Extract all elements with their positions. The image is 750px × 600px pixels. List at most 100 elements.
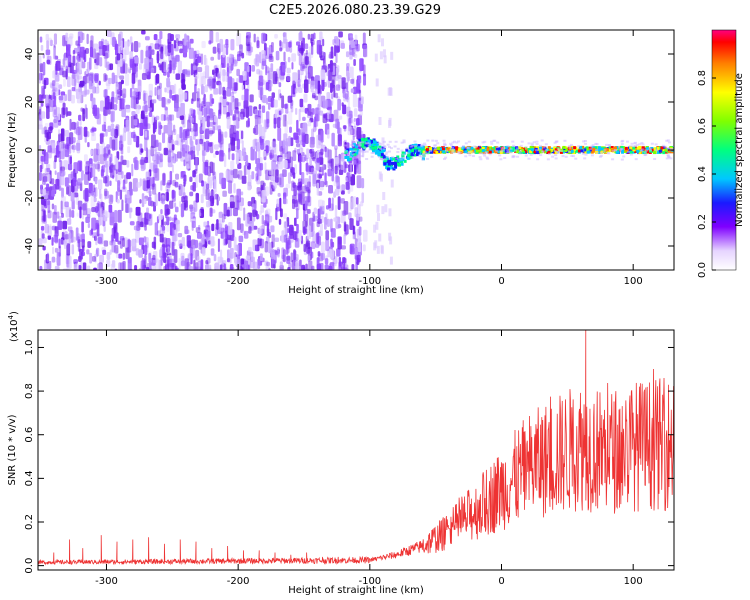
spectrogram-noise-cell bbox=[350, 174, 355, 186]
spectrogram-noise-cell bbox=[112, 36, 116, 47]
spectrogram-noise-cell bbox=[62, 57, 68, 70]
spectrogram-noise-cell bbox=[294, 164, 298, 175]
spectrogram-noise-cell bbox=[252, 261, 258, 270]
spectrogram-noise-cell bbox=[218, 219, 222, 228]
spectrogram-halo-cell bbox=[378, 147, 382, 150]
spectrogram-noise-cell bbox=[85, 73, 90, 84]
spectrogram-noise-cell bbox=[115, 158, 119, 170]
spectrogram-signal-cell bbox=[413, 153, 417, 157]
spectrogram-signal-cell bbox=[360, 137, 364, 141]
spectrogram-halo-cell bbox=[486, 157, 490, 160]
spectrogram-halo-cell bbox=[648, 149, 652, 152]
spectrogram-noise-cell bbox=[142, 116, 148, 130]
spectrogram-noise-cell bbox=[184, 229, 190, 234]
spectrogram-noise-cell bbox=[256, 40, 260, 49]
spectrogram-noise-cell bbox=[315, 107, 320, 122]
spectrogram-signal-cell bbox=[446, 147, 450, 151]
spectrogram-noise-cell bbox=[138, 237, 144, 246]
spectrogram-signal-cell bbox=[418, 146, 422, 150]
spectrogram-noise-cell bbox=[102, 249, 107, 256]
spectrogram-signal-cell bbox=[490, 150, 494, 154]
spectrogram-signal-cell bbox=[424, 146, 428, 150]
spectrogram-noise-cell bbox=[274, 237, 280, 243]
spectrogram-noise-cell bbox=[297, 69, 301, 80]
spectrogram-noise-cell bbox=[96, 52, 100, 66]
spectrogram-halo-cell bbox=[402, 156, 406, 159]
spectrogram-noise-cell bbox=[109, 194, 114, 203]
spectrogram-noise-cell bbox=[334, 165, 338, 175]
spectrogram-noise-cell bbox=[103, 176, 108, 184]
spectrogram-noise-cell bbox=[204, 84, 208, 93]
spectrogram-noise-cell bbox=[256, 213, 259, 220]
spectrogram-noise-cell bbox=[325, 213, 328, 225]
spectrogram-noise-cell bbox=[206, 183, 210, 190]
spectrogram-noise-cell bbox=[354, 164, 357, 175]
spectrogram-noise-cell bbox=[58, 84, 63, 90]
spectrogram-noise-cell bbox=[206, 200, 211, 208]
spectrogram-noise-cell bbox=[350, 88, 355, 93]
spectrogram-noise-cell bbox=[53, 87, 58, 92]
spectrogram-noise-cell bbox=[152, 265, 156, 270]
spectrogram-noise-cell bbox=[298, 32, 303, 42]
spectrogram-signal-cell bbox=[372, 143, 376, 147]
spectrogram-noise-cell bbox=[44, 176, 47, 186]
spectrogram-signal-cell bbox=[522, 150, 526, 154]
spectrogram-signal-cell bbox=[353, 153, 357, 157]
spectrogram-noise-cell bbox=[224, 224, 228, 238]
spectrogram-noise-cell bbox=[265, 186, 269, 196]
spectrogram-signal-cell bbox=[575, 149, 579, 153]
spectrogram-noise-cell bbox=[202, 186, 208, 197]
spectrogram-noise-cell bbox=[89, 252, 93, 264]
spectrogram-noise-cell bbox=[104, 190, 109, 199]
spectrogram-halo-cell bbox=[410, 156, 414, 159]
spectrogram-noise-cell bbox=[127, 131, 132, 146]
spectrogram-noise-cell bbox=[291, 62, 294, 70]
spectrogram-noise-cell bbox=[103, 225, 106, 233]
spectrogram-noise-cell bbox=[259, 226, 263, 235]
spectrogram-noise-cell bbox=[45, 151, 49, 162]
spectrogram-signal-cell bbox=[388, 159, 392, 163]
snr-y-tick-label: 0.6 bbox=[24, 427, 35, 443]
spectrogram-noise-cell bbox=[198, 173, 203, 183]
spectrogram-noise-cell bbox=[137, 91, 141, 100]
spectrogram-noise-cell bbox=[148, 111, 153, 117]
spectrogram-signal-cell bbox=[483, 146, 487, 150]
spectrogram-halo-cell bbox=[346, 153, 350, 156]
spectrogram-noise-cell bbox=[67, 89, 72, 102]
spectrogram-halo-cell bbox=[385, 155, 389, 158]
spectrogram-noise-cell bbox=[192, 92, 196, 102]
spectrogram-noise-cell bbox=[155, 115, 160, 121]
spectrogram-noise-cell bbox=[310, 86, 314, 93]
spectrogram-noise-cell bbox=[238, 75, 244, 83]
spectrogram-halo-cell bbox=[445, 149, 449, 152]
spectrogram-noise-cell bbox=[113, 104, 118, 111]
spectrogram-noise-cell bbox=[53, 234, 59, 243]
spectrogram-halo-cell bbox=[511, 156, 515, 159]
spectrogram-noise-cell bbox=[235, 152, 239, 165]
spectrogram-noise-cell bbox=[91, 255, 97, 262]
spectrogram-noise-cell bbox=[318, 174, 323, 179]
spectrogram-halo-cell bbox=[554, 157, 558, 160]
spectrogram-noise-cell bbox=[158, 122, 162, 135]
spectrogram-noise-cell bbox=[52, 91, 56, 100]
spectrogram-noise-cell bbox=[46, 132, 49, 142]
spectrogram-halo-cell bbox=[519, 144, 523, 147]
spectrogram-signal-cell bbox=[367, 140, 371, 144]
spectrogram-noise-cell bbox=[155, 139, 159, 148]
spectrogram-noise-cell bbox=[281, 247, 285, 260]
spectrogram-halo-cell bbox=[420, 143, 424, 146]
spectrogram-halo-cell bbox=[384, 153, 388, 156]
spectrogram-noise-cell bbox=[222, 190, 227, 197]
spectrogram-halo-cell bbox=[360, 155, 364, 158]
spectrogram-noise-cell bbox=[388, 87, 392, 96]
spectrogram-halo-cell bbox=[443, 158, 447, 161]
spectrogram-noise-cell bbox=[283, 187, 288, 197]
spectrogram-halo-cell bbox=[509, 151, 513, 154]
spectrogram-noise-cell bbox=[130, 95, 135, 109]
spectrogram-noise-cell bbox=[296, 41, 301, 46]
spectrogram-signal-cell bbox=[421, 150, 425, 154]
spectrogram-signal-cell bbox=[346, 155, 350, 159]
spectrogram-noise-cell bbox=[205, 225, 211, 238]
spectrogram-noise-cell bbox=[335, 84, 341, 91]
spectrogram-noise-cell bbox=[119, 238, 123, 249]
